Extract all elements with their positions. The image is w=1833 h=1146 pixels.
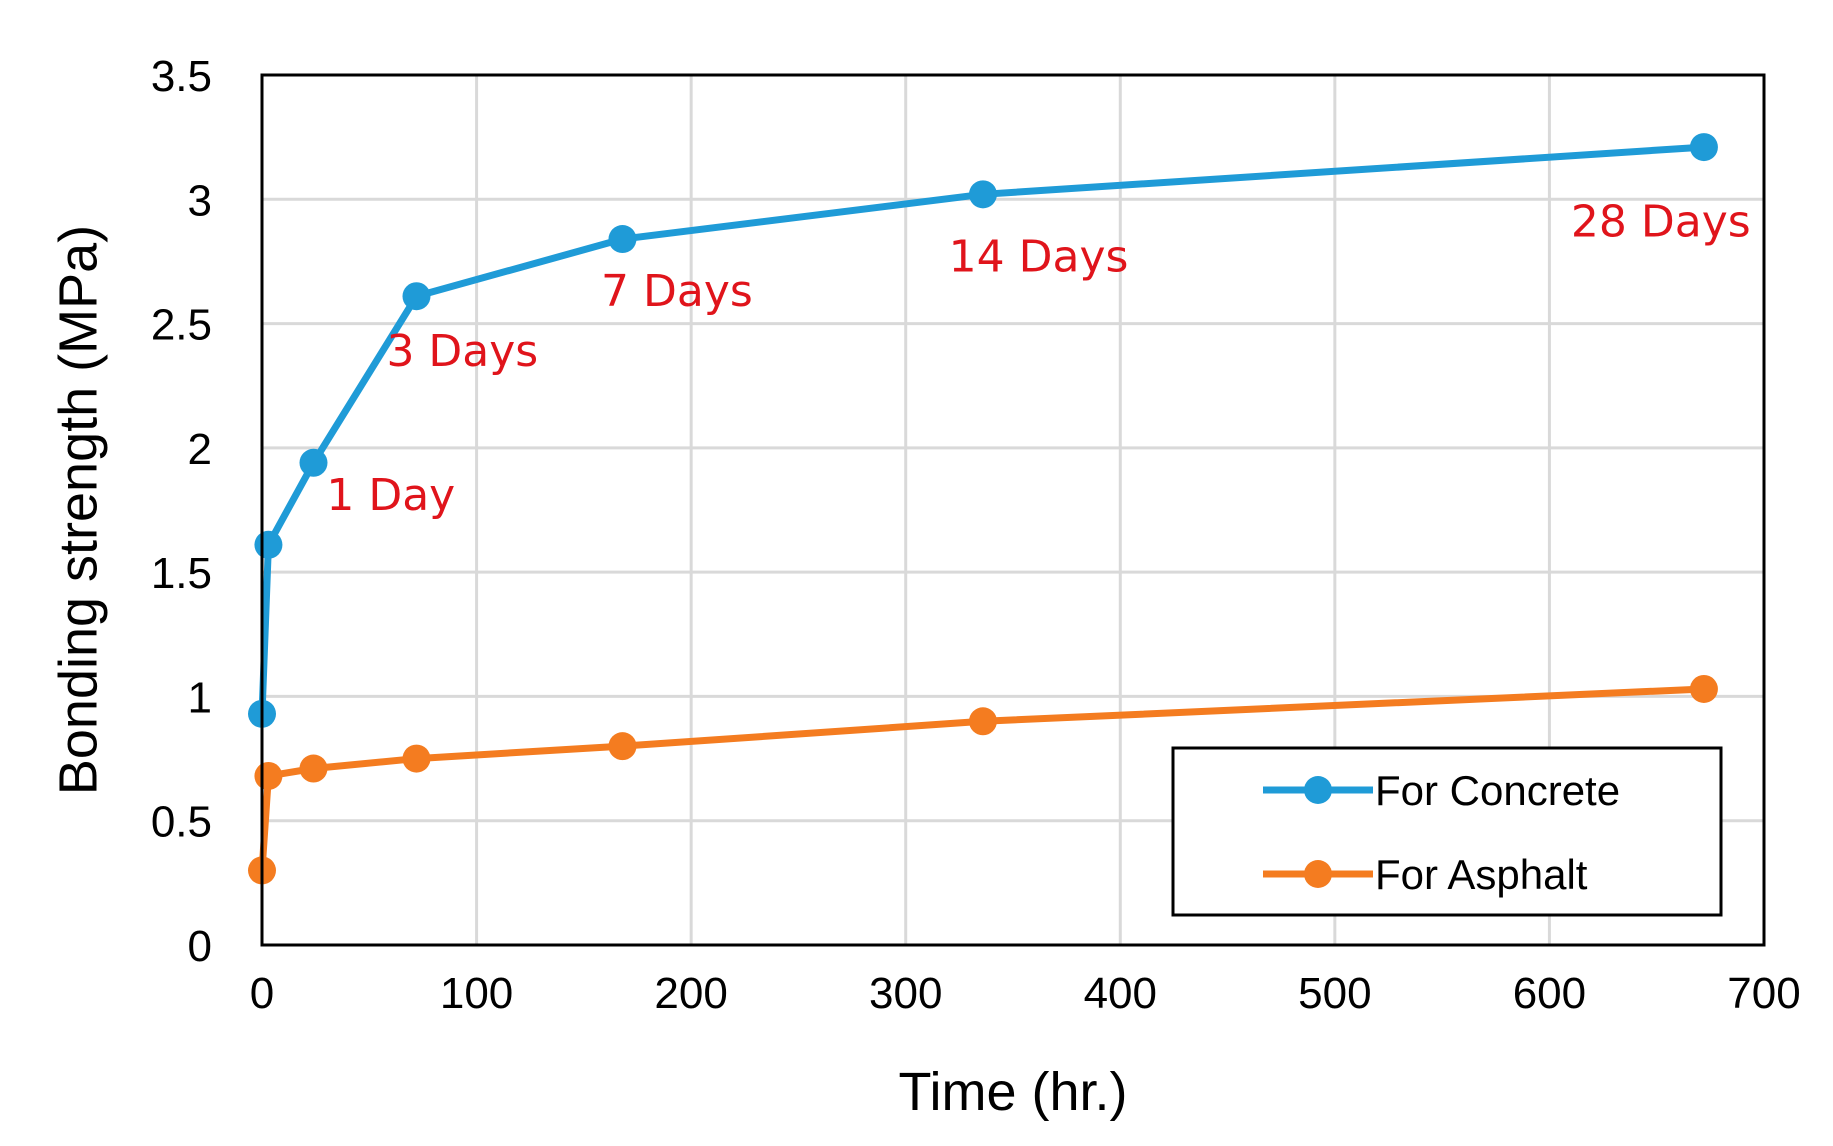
plot-frame — [260, 73, 1766, 947]
x-tick-label: 200 — [654, 969, 727, 1018]
data-point — [968, 707, 997, 736]
data-point — [402, 744, 431, 773]
series-0 — [248, 133, 1718, 728]
legend-marker — [1304, 776, 1332, 804]
y-tick-label: 2 — [188, 425, 212, 474]
y-axis-ticks: 0 0.5 1 1.5 2 2.5 3 3.5 — [151, 52, 212, 971]
data-point — [299, 448, 328, 477]
data-point — [402, 282, 431, 311]
annotation-label: 28 Days — [1571, 197, 1751, 248]
x-tick-label: 400 — [1084, 969, 1157, 1018]
data-point — [608, 732, 637, 761]
y-tick-label: 0 — [188, 922, 212, 971]
y-tick-label: 3.5 — [151, 52, 212, 101]
x-tick-label: 0 — [250, 969, 274, 1018]
data-point — [1689, 674, 1718, 703]
y-axis-title: Bonding strength (MPa) — [48, 225, 108, 795]
data-point — [254, 530, 283, 559]
data-point — [968, 180, 997, 209]
legend-item: For Asphalt — [1263, 851, 1588, 898]
data-point — [254, 761, 283, 790]
annotations: 1 Day 3 Days 7 Days 14 Days 28 Days — [326, 197, 1750, 521]
data-point — [608, 225, 637, 254]
legend-label: For Asphalt — [1375, 851, 1588, 898]
annotation-label: 1 Day — [326, 470, 455, 521]
y-tick-label: 2.5 — [151, 301, 212, 350]
legend: For Concrete For Asphalt — [1171, 746, 1723, 917]
x-tick-label: 100 — [440, 969, 513, 1018]
x-tick-label: 300 — [869, 969, 942, 1018]
x-tick-label: 600 — [1513, 969, 1586, 1018]
legend-marker — [1304, 860, 1332, 888]
x-tick-label: 700 — [1727, 969, 1800, 1018]
y-tick-label: 1 — [188, 673, 212, 722]
data-point — [1689, 133, 1718, 162]
annotation-label: 14 Days — [949, 231, 1129, 282]
y-tick-label: 3 — [188, 176, 212, 225]
x-axis-ticks: 0 100 200 300 400 500 600 700 — [250, 969, 1801, 1018]
legend-label: For Concrete — [1375, 767, 1620, 814]
legend-box — [1171, 746, 1723, 917]
annotation-label: 3 Days — [386, 326, 538, 377]
data-point — [299, 754, 328, 783]
annotation-label: 7 Days — [601, 266, 753, 317]
legend-item: For Concrete — [1263, 767, 1620, 814]
x-tick-label: 500 — [1298, 969, 1371, 1018]
y-tick-label: 1.5 — [151, 549, 212, 598]
y-tick-label: 0.5 — [151, 798, 212, 847]
x-axis-title: Time (hr.) — [899, 1062, 1128, 1122]
